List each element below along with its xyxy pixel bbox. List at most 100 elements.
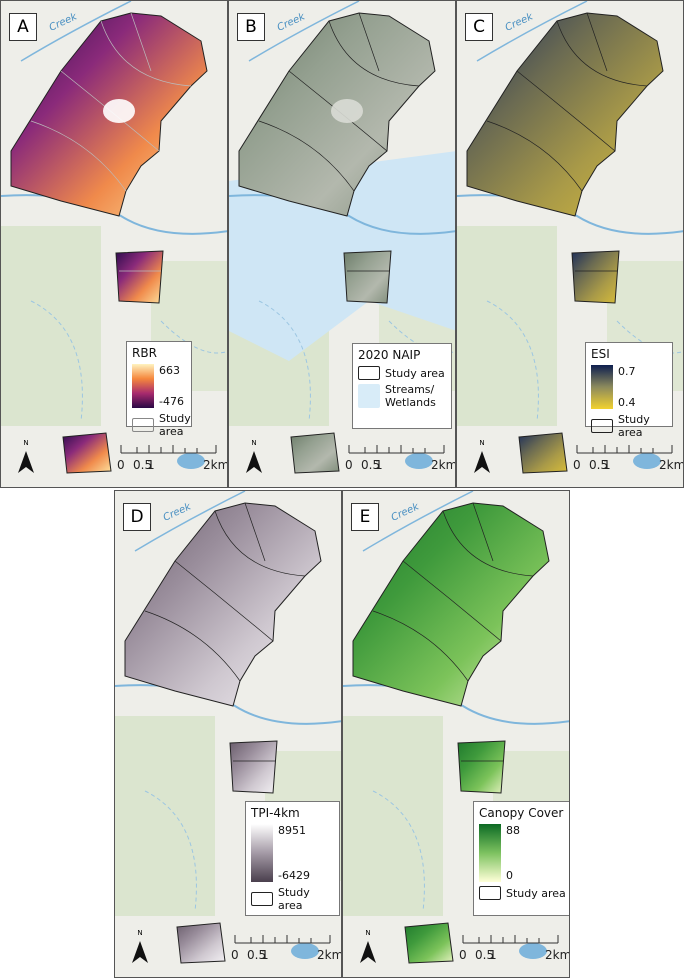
stream xyxy=(486,300,683,422)
lake xyxy=(405,453,433,469)
forest-patch xyxy=(343,716,443,916)
stand-boundaries xyxy=(486,12,648,272)
panel-label: C xyxy=(465,13,493,41)
map-panel: Creek N 0 0.5 1 2km E Canopy Cover 88 0 Study area xyxy=(342,490,570,978)
ramp-low: -476 xyxy=(159,395,184,408)
scale-label: 1 xyxy=(489,948,497,962)
ramp-high: 88 xyxy=(506,824,520,837)
panel-label: B xyxy=(237,13,265,41)
ramp-low: -6429 xyxy=(278,869,310,882)
ramp-high: 8951 xyxy=(278,824,306,837)
scale-bar xyxy=(576,445,673,454)
scale-label: 1 xyxy=(375,458,383,472)
scale-label: 2km xyxy=(203,458,228,472)
scale-label: 2km xyxy=(431,458,456,472)
study-area xyxy=(571,250,620,304)
forest-patch xyxy=(1,226,101,426)
ramp-low: 0.4 xyxy=(618,396,636,409)
map-panel: Creek N 0 0.5 1 2km A RBR 663 -476 Study area xyxy=(0,0,228,488)
ramp-labels: 88 0 xyxy=(501,824,520,882)
legend-title: 2020 NAIP xyxy=(358,348,421,362)
study-area xyxy=(115,250,164,304)
legend-label: Study area xyxy=(159,412,191,438)
stand-boundaries xyxy=(372,502,534,762)
stream xyxy=(248,1,360,62)
legend-title: TPI-4km xyxy=(251,806,300,820)
legend-item: Study area xyxy=(251,886,334,912)
forest-patch xyxy=(457,226,557,426)
stream xyxy=(30,300,227,422)
legend-item: Study area xyxy=(132,412,191,438)
lake xyxy=(633,453,661,469)
study-area xyxy=(352,502,550,707)
study-area xyxy=(124,502,322,707)
study-area xyxy=(229,740,278,794)
panel-label: E xyxy=(351,503,379,531)
unburned-patch xyxy=(103,99,135,123)
scale-label: 2km xyxy=(545,948,570,962)
scale-label: 1 xyxy=(603,458,611,472)
legend-label: Study area xyxy=(618,413,650,439)
legend-title: ESI xyxy=(591,347,610,361)
legend-swatch xyxy=(358,384,380,408)
map-panel: Creek N 0 0.5 1 2km C ESI 0.7 0.4 Study area xyxy=(456,0,684,488)
stream xyxy=(362,491,474,552)
scale-bar xyxy=(348,445,445,454)
stand-boundaries xyxy=(144,502,306,762)
lake xyxy=(177,453,205,469)
scale-label: 1 xyxy=(261,948,269,962)
legend-gradient-row: 88 0 xyxy=(479,824,567,882)
scale-label: 0 xyxy=(117,458,125,472)
legend-item: Streams/ Wetlands xyxy=(358,383,446,409)
legend-label: Study area xyxy=(278,886,310,912)
scale-label: 0.5 xyxy=(247,948,267,962)
legend-swatch xyxy=(132,418,154,432)
north-arrow xyxy=(360,941,376,963)
north-arrow xyxy=(18,451,34,473)
ramp-labels: 663 -476 xyxy=(154,364,184,408)
stream xyxy=(20,1,132,62)
legend: 2020 NAIP Study area Streams/ Wetlands xyxy=(352,343,452,429)
scale-label: 0.5 xyxy=(361,458,381,472)
north-label: N xyxy=(251,439,256,447)
legend-item: Study area xyxy=(358,366,446,380)
study-area xyxy=(457,740,506,794)
legend-label: Study area xyxy=(385,366,445,380)
forest-patch xyxy=(115,716,215,916)
scale-label: 0 xyxy=(459,948,467,962)
scale-bar xyxy=(234,935,331,944)
map-panel: Creek N 0 0.5 1 2km D TPI-4km 8951 -6429 Study are… xyxy=(114,490,342,978)
legend-item: Study area xyxy=(479,886,567,900)
lake xyxy=(519,943,547,959)
unburned-patch xyxy=(331,99,363,123)
scale-bar xyxy=(462,935,559,944)
ramp-labels: 8951 -6429 xyxy=(273,824,310,882)
study-area xyxy=(343,250,392,304)
north-label: N xyxy=(479,439,484,447)
legend-swatch xyxy=(251,892,273,906)
north-arrow xyxy=(246,451,262,473)
legend-gradient-row: 0.7 0.4 xyxy=(591,365,667,409)
stream xyxy=(476,1,588,62)
color-ramp xyxy=(132,364,154,408)
panel-label: A xyxy=(9,13,37,41)
panel-label: D xyxy=(123,503,151,531)
scale-label: 0.5 xyxy=(589,458,609,472)
legend: RBR 663 -476 Study area xyxy=(126,341,192,438)
ramp-labels: 0.7 0.4 xyxy=(613,365,636,409)
scale-label: 1 xyxy=(147,458,155,472)
study-area xyxy=(466,12,664,217)
scale-label: 2km xyxy=(659,458,684,472)
study-area xyxy=(290,432,340,474)
ramp-high: 0.7 xyxy=(618,365,636,378)
legend: Canopy Cover 88 0 Study area xyxy=(473,801,569,916)
lake xyxy=(291,943,319,959)
legend-title: Canopy Cover xyxy=(479,806,564,820)
scale-label: 0 xyxy=(231,948,239,962)
wetlands xyxy=(229,151,455,361)
color-ramp xyxy=(591,365,613,409)
stream xyxy=(134,491,246,552)
